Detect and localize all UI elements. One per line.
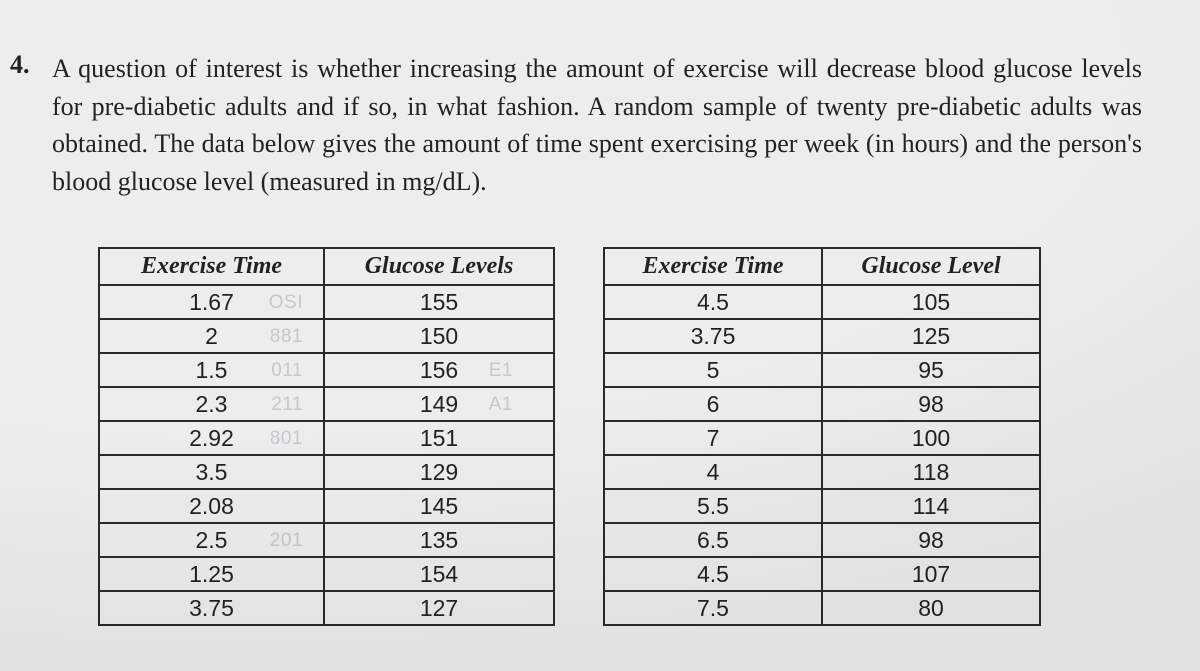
bleed-through-text: 881 [270, 326, 303, 348]
table-row: 2881150 [99, 319, 554, 353]
cell-glucose-level: 100 [822, 421, 1040, 455]
table-row: 2.3211149A1 [99, 387, 554, 421]
cell-exercise-time: 1.5011 [99, 353, 324, 387]
cell-exercise-time: 1.25 [99, 557, 324, 591]
bleed-through-text: A1 [489, 394, 513, 416]
cell-glucose-level: 98 [822, 523, 1040, 557]
cell-glucose-level: 107 [822, 557, 1040, 591]
page: 4. A question of interest is whether inc… [0, 0, 1200, 671]
bleed-through-text: 801 [270, 428, 303, 450]
cell-exercise-time: 4.5 [604, 285, 822, 319]
cell-glucose-level: 118 [822, 455, 1040, 489]
bleed-through-text: 211 [271, 394, 303, 416]
table-row: 4.5107 [604, 557, 1040, 591]
cell-exercise-time: 2.5201 [99, 523, 324, 557]
cell-exercise-time: 3.5 [99, 455, 324, 489]
table-row: 3.75125 [604, 319, 1040, 353]
cell-exercise-time: 4 [604, 455, 822, 489]
bleed-through-text: OSI [269, 292, 303, 314]
table-row: 2.5201135 [99, 523, 554, 557]
table-row: 3.75127 [99, 591, 554, 625]
table-row: 595 [604, 353, 1040, 387]
col-header-exercise-time: Exercise Time [99, 248, 324, 285]
cell-glucose-level: 127 [324, 591, 554, 625]
cell-exercise-time: 4.5 [604, 557, 822, 591]
table-row: 3.5129 [99, 455, 554, 489]
table-row: 1.5011156E1 [99, 353, 554, 387]
table-row: 1.67OSI155 [99, 285, 554, 319]
cell-glucose-level: 135 [324, 523, 554, 557]
cell-exercise-time: 7 [604, 421, 822, 455]
table-row: 4.5105 [604, 285, 1040, 319]
col-header-glucose-level: Glucose Level [822, 248, 1040, 285]
cell-exercise-time: 5 [604, 353, 822, 387]
col-header-glucose-levels: Glucose Levels [324, 248, 554, 285]
table-header-row: Exercise Time Glucose Level [604, 248, 1040, 285]
bleed-through-text: E1 [489, 360, 513, 382]
table-header-row: Exercise Time Glucose Levels [99, 248, 554, 285]
cell-glucose-level: 151 [324, 421, 554, 455]
cell-exercise-time: 7.5 [604, 591, 822, 625]
bleed-through-text: 201 [270, 530, 303, 552]
question-number: 4. [10, 50, 30, 80]
cell-glucose-level: 129 [324, 455, 554, 489]
data-table-left: Exercise Time Glucose Levels 1.67OSI1552… [98, 247, 555, 626]
cell-glucose-level: 125 [822, 319, 1040, 353]
cell-glucose-level: 155 [324, 285, 554, 319]
cell-glucose-level: 105 [822, 285, 1040, 319]
cell-glucose-level: 114 [822, 489, 1040, 523]
bleed-through-text: 011 [271, 360, 303, 382]
table-row: 698 [604, 387, 1040, 421]
cell-glucose-level: 156E1 [324, 353, 554, 387]
tables-container: Exercise Time Glucose Levels 1.67OSI1552… [98, 247, 1152, 626]
cell-exercise-time: 2.92801 [99, 421, 324, 455]
table-row: 7100 [604, 421, 1040, 455]
cell-glucose-level: 150 [324, 319, 554, 353]
cell-exercise-time: 5.5 [604, 489, 822, 523]
cell-exercise-time: 3.75 [99, 591, 324, 625]
data-table-right: Exercise Time Glucose Level 4.51053.7512… [603, 247, 1041, 626]
cell-glucose-level: 154 [324, 557, 554, 591]
cell-exercise-time: 2.3211 [99, 387, 324, 421]
cell-exercise-time: 2.08 [99, 489, 324, 523]
table-row: 1.25154 [99, 557, 554, 591]
table-row: 7.580 [604, 591, 1040, 625]
cell-glucose-level: 95 [822, 353, 1040, 387]
table-row: 5.5114 [604, 489, 1040, 523]
question-text: A question of interest is whether increa… [52, 50, 1142, 201]
cell-exercise-time: 1.67OSI [99, 285, 324, 319]
table-row: 6.598 [604, 523, 1040, 557]
cell-glucose-level: 145 [324, 489, 554, 523]
cell-exercise-time: 6.5 [604, 523, 822, 557]
cell-exercise-time: 6 [604, 387, 822, 421]
col-header-exercise-time: Exercise Time [604, 248, 822, 285]
table-row: 2.92801151 [99, 421, 554, 455]
table-row: 4118 [604, 455, 1040, 489]
cell-glucose-level: 98 [822, 387, 1040, 421]
cell-exercise-time: 2881 [99, 319, 324, 353]
cell-glucose-level: 149A1 [324, 387, 554, 421]
table-row: 2.08145 [99, 489, 554, 523]
cell-glucose-level: 80 [822, 591, 1040, 625]
cell-exercise-time: 3.75 [604, 319, 822, 353]
